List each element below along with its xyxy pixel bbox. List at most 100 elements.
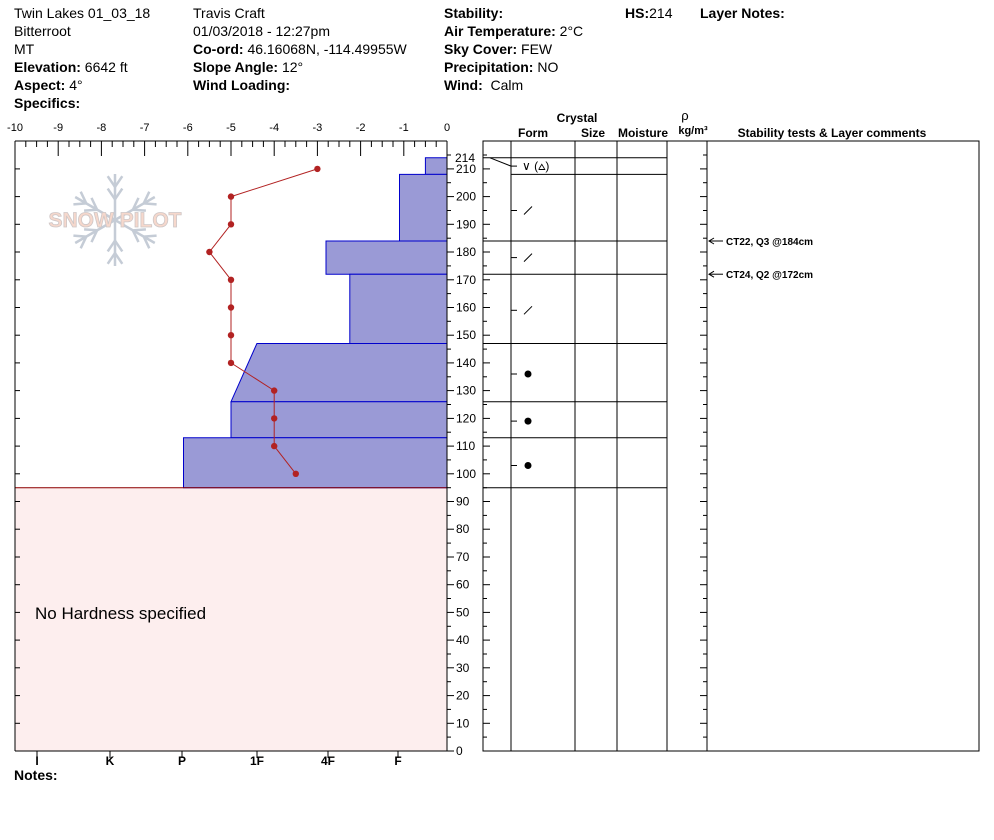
height-tick-label: 140 [456,356,476,370]
stability-arrowhead [708,270,715,278]
stability-header: Stability tests & Layer comments [738,126,927,140]
stability-arrowhead [708,237,715,245]
height-tick-label: 150 [456,328,476,342]
notes-label: Notes: [14,767,58,783]
form-header: Form [518,126,548,140]
snowflake-branch [113,187,124,201]
height-tick-label: 10 [456,716,470,730]
temp-tick-label: -4 [269,122,279,134]
height-tick-label: 130 [456,384,476,398]
layer-notes-label: Layer Notes: [700,5,785,21]
snowflake-icon [73,174,157,266]
layer-table: ∨ (⩟) CT22, Q3 @184cm CT24, Q2 @172cm [483,157,813,489]
coord-value: 46.16068N, -114.49955W [247,41,407,57]
wind-value: Calm [490,77,524,93]
snowflake-branch [73,202,87,206]
hs-label: HS: [625,5,650,21]
air-temp-value: 2°C [559,23,584,39]
stability-label: Stability: [444,5,504,21]
layer-table-frame [482,140,980,752]
slope-value: 12° [281,59,304,75]
specifics-label: Specifics: [14,95,81,111]
temp-tick-label: 0 [444,122,450,134]
temperature-point [227,332,235,339]
wind: Wind: Calm [444,76,523,94]
rho-header: ρ [681,108,688,123]
no-hardness-text: No Hardness specified [35,604,206,623]
snowflake-branch [113,239,124,253]
temperature-point [314,165,321,173]
hardness-layer [399,173,448,242]
hardness-tick-label: 4F [321,754,335,768]
snowflake-branch [113,175,124,188]
grain-form-symbol [524,417,532,425]
snowflake-branch [113,252,124,265]
temp-tick-label: -9 [53,122,63,134]
temp-tick-label: -10 [7,122,23,134]
temp-tick-label: -6 [183,122,193,134]
moisture-header: Moisture [618,126,668,140]
hardness-layer [183,437,448,489]
snowflake-branch [132,228,146,232]
height-tick-label: 80 [456,522,470,536]
precip-label: Precipitation: [444,59,534,75]
hardness-tick-label: F [394,754,401,768]
grain-form-symbol [523,206,533,215]
axes: -10 -9 -8 -7 -6 -5 -4 -3 -2 -1 0I K P 1F 4F F0102030405… [7,122,707,768]
snowflake-branch [84,228,98,232]
air-temperature: Air Temperature: 2°C [444,22,583,40]
sky-label: Sky Cover: [444,41,518,57]
snowflake-branch [131,229,140,243]
temperature-point [227,276,235,283]
elevation-label: Elevation: [14,59,81,75]
hardness-tick-label: 1F [250,754,264,768]
wind-label: Wind: [444,77,483,93]
temperature-point [271,387,278,394]
elevation: Elevation: 6642 ft [14,58,128,76]
stability-test-text: CT22, Q3 @184cm [726,237,813,248]
range-name: Bitterroot [14,23,71,39]
height-tick-label: 90 [456,495,470,509]
slope-label: Slope Angle: [193,59,279,75]
height-tick-label: 200 [456,190,476,204]
temperature-line [208,168,318,475]
coord-label: Co-ord: [193,41,244,57]
sky-value: FEW [521,41,553,57]
snowflake-arm [74,218,116,245]
height-tick-label: 100 [456,467,476,481]
logo-text: SNOW PILOT [49,209,182,232]
hardness-layers [15,157,448,489]
observer-name: Travis Craft [193,5,265,21]
height-tick-label: 190 [456,217,476,231]
temperature-point [227,359,235,367]
temperature-point [227,221,235,228]
hardness-tick-label: K [106,754,115,768]
height-tick-label: 110 [456,439,475,453]
total-height-label: 214 [455,151,475,165]
snowflake-branch [106,252,117,265]
slope-angle: Slope Angle: 12° [193,58,303,76]
snowflake-branch [142,191,151,204]
temperature-point [227,193,235,200]
snowflake-branch [90,197,99,211]
hardness-tick-label: I [35,754,38,768]
height-tick-label: 210 [456,162,476,176]
hardness-layer [349,273,448,344]
temperature-point [271,415,278,422]
site-name: Twin Lakes 01_03_18 [14,5,151,21]
temperature-point [271,442,278,450]
grain-form-symbol [524,370,532,378]
snowflake-branch [132,208,146,212]
height-tick-label: 30 [456,661,470,675]
temp-tick-label: -3 [313,122,323,134]
precip-value: NO [537,59,559,75]
snowpilot-logo: SNOW PILOT [48,174,182,266]
height-tick-label: 20 [456,689,470,703]
snowflake-branch [131,197,140,211]
grain-form-symbol [523,305,533,315]
elevation-value: 6642 ft [84,59,128,75]
temp-tick-label: -5 [226,122,236,134]
wind-loading-label: Wind Loading: [193,77,291,93]
snowflake-branch [106,239,117,253]
